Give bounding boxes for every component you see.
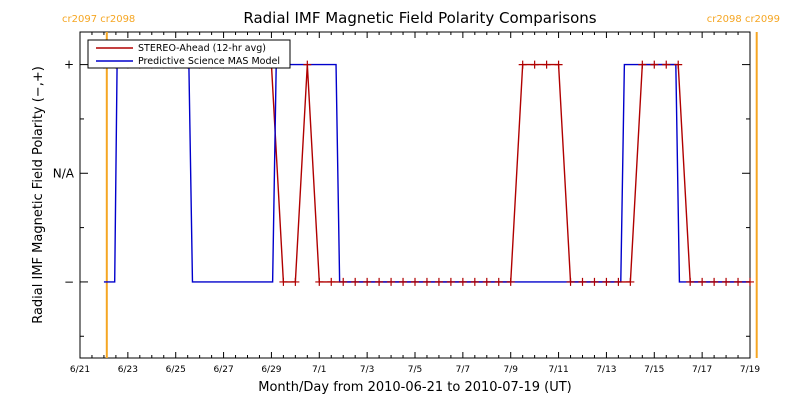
mas-model-polarity-line bbox=[103, 63, 750, 283]
carrington-labels: cr2097 cr2098 cr2098 cr2099 bbox=[62, 14, 780, 25]
stereo-data-point bbox=[506, 277, 515, 286]
stereo-data-point bbox=[291, 277, 300, 286]
stereo-data-point bbox=[351, 277, 360, 286]
y-tick-label: + bbox=[64, 58, 74, 72]
stereo-data-point bbox=[518, 60, 527, 69]
stereo-data-point bbox=[399, 277, 408, 286]
x-tick-label: 7/1 bbox=[312, 365, 326, 375]
stereo-data-point bbox=[566, 277, 575, 286]
x-tick-label: 6/25 bbox=[166, 365, 186, 375]
x-axis-label: Month/Day from 2010-06-21 to 2010-07-19 … bbox=[258, 380, 571, 395]
y-tick-labels: + N/A − bbox=[53, 58, 75, 289]
stereo-data-point bbox=[434, 277, 443, 286]
y-axis-label: Radial IMF Magnetic Field Polarity (−,+) bbox=[31, 66, 46, 324]
x-tick-label: 6/23 bbox=[118, 365, 138, 375]
stereo-data-point bbox=[746, 277, 754, 286]
y-tick-label: − bbox=[64, 275, 74, 289]
series-layer bbox=[99, 60, 754, 286]
stereo-data-point bbox=[530, 60, 539, 69]
stereo-data-point bbox=[686, 277, 695, 286]
legend-box bbox=[87, 39, 291, 69]
legend: STEREO-Ahead (12-hr avg) Predictive Scie… bbox=[87, 39, 291, 69]
stereo-data-point bbox=[554, 60, 563, 69]
x-tick-label: 7/13 bbox=[596, 365, 616, 375]
x-tick-label: 7/3 bbox=[360, 365, 374, 375]
x-tick-labels: 6/21 6/23 6/25 6/27 6/29 7/1 7/3 7/5 7/7 7/9 7/11 7… bbox=[70, 365, 760, 375]
stereo-data-point bbox=[494, 277, 503, 286]
stereo-data-point bbox=[614, 277, 623, 286]
x-tick-label: 7/9 bbox=[503, 365, 518, 375]
x-tick-label: 7/15 bbox=[644, 365, 664, 375]
stereo-data-point bbox=[458, 277, 467, 286]
x-tick-label: 7/19 bbox=[740, 365, 760, 375]
stereo-data-point bbox=[590, 277, 599, 286]
carrington-label-left: cr2097 cr2098 bbox=[62, 14, 135, 25]
stereo-data-point bbox=[542, 60, 551, 69]
stereo-data-point bbox=[470, 277, 479, 286]
chart-title: Radial IMF Magnetic Field Polarity Compa… bbox=[243, 9, 596, 27]
plot-frame bbox=[79, 31, 751, 359]
stereo-data-point bbox=[315, 277, 324, 286]
x-tick-label: 7/5 bbox=[408, 365, 422, 375]
stereo-data-point bbox=[422, 277, 431, 286]
stereo-data-point bbox=[650, 60, 659, 69]
x-tick-label: 6/27 bbox=[213, 365, 233, 375]
stereo-data-point bbox=[482, 277, 491, 286]
stereo-data-point bbox=[710, 277, 719, 286]
stereo-data-point bbox=[674, 60, 683, 69]
stereo-data-point bbox=[446, 277, 455, 286]
stereo-data-point bbox=[638, 60, 647, 69]
stereo-data-point bbox=[363, 277, 372, 286]
y-tick-label: N/A bbox=[53, 166, 75, 180]
x-tick-label: 6/21 bbox=[70, 365, 90, 375]
stereo-data-point bbox=[327, 277, 336, 286]
stereo-polarity-line bbox=[103, 63, 750, 283]
stereo-data-point bbox=[279, 277, 288, 286]
stereo-data-point bbox=[662, 60, 671, 69]
stereo-data-point bbox=[303, 60, 312, 69]
stereo-data-point bbox=[578, 277, 587, 286]
axis-ticks bbox=[79, 32, 751, 358]
stereo-data-point bbox=[734, 277, 743, 286]
stereo-data-point bbox=[722, 277, 731, 286]
stereo-data-point bbox=[387, 277, 396, 286]
legend-label-mas: Predictive Science MAS Model bbox=[138, 56, 280, 67]
x-tick-label: 7/11 bbox=[548, 365, 568, 375]
legend-label-stereo: STEREO-Ahead (12-hr avg) bbox=[138, 43, 266, 54]
stereo-data-point bbox=[411, 277, 419, 286]
x-tick-label: 7/7 bbox=[456, 365, 470, 375]
carrington-markers bbox=[105, 32, 758, 358]
stereo-data-point bbox=[602, 277, 611, 286]
stereo-data-point bbox=[375, 277, 384, 286]
x-tick-label: 7/17 bbox=[692, 365, 712, 375]
carrington-label-right: cr2098 cr2099 bbox=[707, 14, 780, 25]
stereo-data-point bbox=[698, 277, 707, 286]
stereo-data-point bbox=[339, 277, 348, 286]
x-tick-label: 6/29 bbox=[261, 365, 281, 375]
stereo-data-point bbox=[626, 277, 635, 286]
